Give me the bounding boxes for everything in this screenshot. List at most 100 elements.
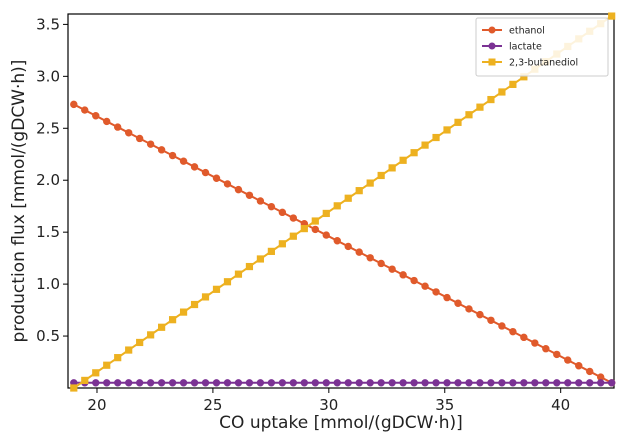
data-point <box>344 379 352 387</box>
data-point <box>311 217 319 225</box>
y-tick-label: 1.5 <box>36 223 60 241</box>
data-point <box>146 379 155 387</box>
data-point <box>190 379 199 387</box>
data-point <box>267 379 276 387</box>
data-point <box>388 265 396 273</box>
data-point <box>311 225 319 234</box>
data-point <box>520 379 528 387</box>
y-tick-label: 2.5 <box>36 119 60 137</box>
legend-marker <box>488 58 496 66</box>
data-point <box>542 379 550 387</box>
y-tick-label: 1.0 <box>36 275 60 293</box>
data-point <box>103 117 111 126</box>
data-point <box>289 214 298 222</box>
data-point <box>355 248 363 256</box>
data-point <box>256 379 265 387</box>
data-point <box>179 157 188 165</box>
data-point <box>158 323 166 331</box>
y-tick-label: 3.0 <box>36 67 60 85</box>
data-point <box>366 179 374 187</box>
data-point <box>179 379 188 387</box>
x-tick-label: 30 <box>319 396 338 414</box>
data-point <box>223 180 232 188</box>
data-point <box>465 379 473 387</box>
data-point <box>607 379 616 387</box>
data-point <box>103 361 111 369</box>
legend-label: lactate <box>509 42 542 53</box>
data-point <box>575 379 583 387</box>
data-point <box>432 379 440 387</box>
data-point <box>344 242 352 251</box>
legend-box <box>475 17 609 77</box>
data-point <box>432 133 440 142</box>
data-point <box>234 185 243 194</box>
x-tick-label: 35 <box>435 396 454 414</box>
series-0 <box>70 100 616 387</box>
legend: ethanol lactate 2,3-butanediol <box>475 17 609 77</box>
data-point <box>267 202 276 211</box>
data-point <box>443 126 451 134</box>
data-point <box>454 299 462 307</box>
data-point <box>92 379 100 387</box>
data-point <box>212 379 221 387</box>
data-point <box>168 379 177 387</box>
data-point <box>223 379 232 387</box>
legend-item: 2,3-butanediol <box>482 58 578 69</box>
data-point <box>92 112 100 120</box>
data-point <box>300 225 308 233</box>
data-point <box>377 171 385 180</box>
data-point <box>443 293 451 302</box>
data-point <box>377 259 385 268</box>
data-point <box>267 247 275 255</box>
x-axis-title: CO uptake [mmol/(gDCW·h)] <box>219 413 463 433</box>
data-point <box>81 106 89 114</box>
data-point <box>355 187 363 195</box>
data-point <box>421 379 429 387</box>
data-point <box>201 293 210 301</box>
series-1 <box>70 379 616 387</box>
data-point <box>125 346 133 354</box>
plot-frame <box>67 13 615 389</box>
data-point <box>278 208 287 217</box>
data-point <box>179 308 188 316</box>
y-tick-label: 0.5 <box>36 327 60 345</box>
data-point <box>432 288 440 296</box>
data-point <box>421 282 429 290</box>
data-point <box>399 271 407 279</box>
x-tick-label: 40 <box>551 396 570 414</box>
data-point <box>443 379 451 387</box>
data-point <box>124 129 133 137</box>
data-point <box>289 232 297 240</box>
data-point <box>366 379 374 387</box>
data-point <box>388 164 396 172</box>
data-point <box>388 379 396 387</box>
data-point <box>498 88 506 96</box>
data-point <box>498 379 506 387</box>
data-point <box>146 140 155 148</box>
data-point <box>157 379 166 387</box>
data-point <box>410 276 418 285</box>
data-point <box>234 270 243 278</box>
data-point <box>245 191 254 199</box>
data-point <box>575 362 583 370</box>
data-point <box>531 339 539 347</box>
legend-marker <box>488 42 496 50</box>
data-point <box>553 350 561 359</box>
y-axis-title: production flux [mmol/(gDCW·h)] <box>9 60 29 343</box>
legend-label: ethanol <box>509 26 545 37</box>
series-layer <box>70 12 616 392</box>
data-point <box>366 254 374 262</box>
data-point <box>476 103 484 111</box>
data-point <box>542 345 550 353</box>
data-point <box>81 376 89 385</box>
data-point <box>476 379 484 387</box>
data-point <box>498 322 506 330</box>
data-point <box>333 202 341 210</box>
y-tick-label: 3.5 <box>36 15 60 33</box>
legend-items: ethanol lactate 2,3-butanediol <box>482 26 578 69</box>
data-point <box>289 379 298 387</box>
data-point <box>135 134 144 143</box>
data-point <box>509 379 517 387</box>
data-point <box>136 338 144 347</box>
